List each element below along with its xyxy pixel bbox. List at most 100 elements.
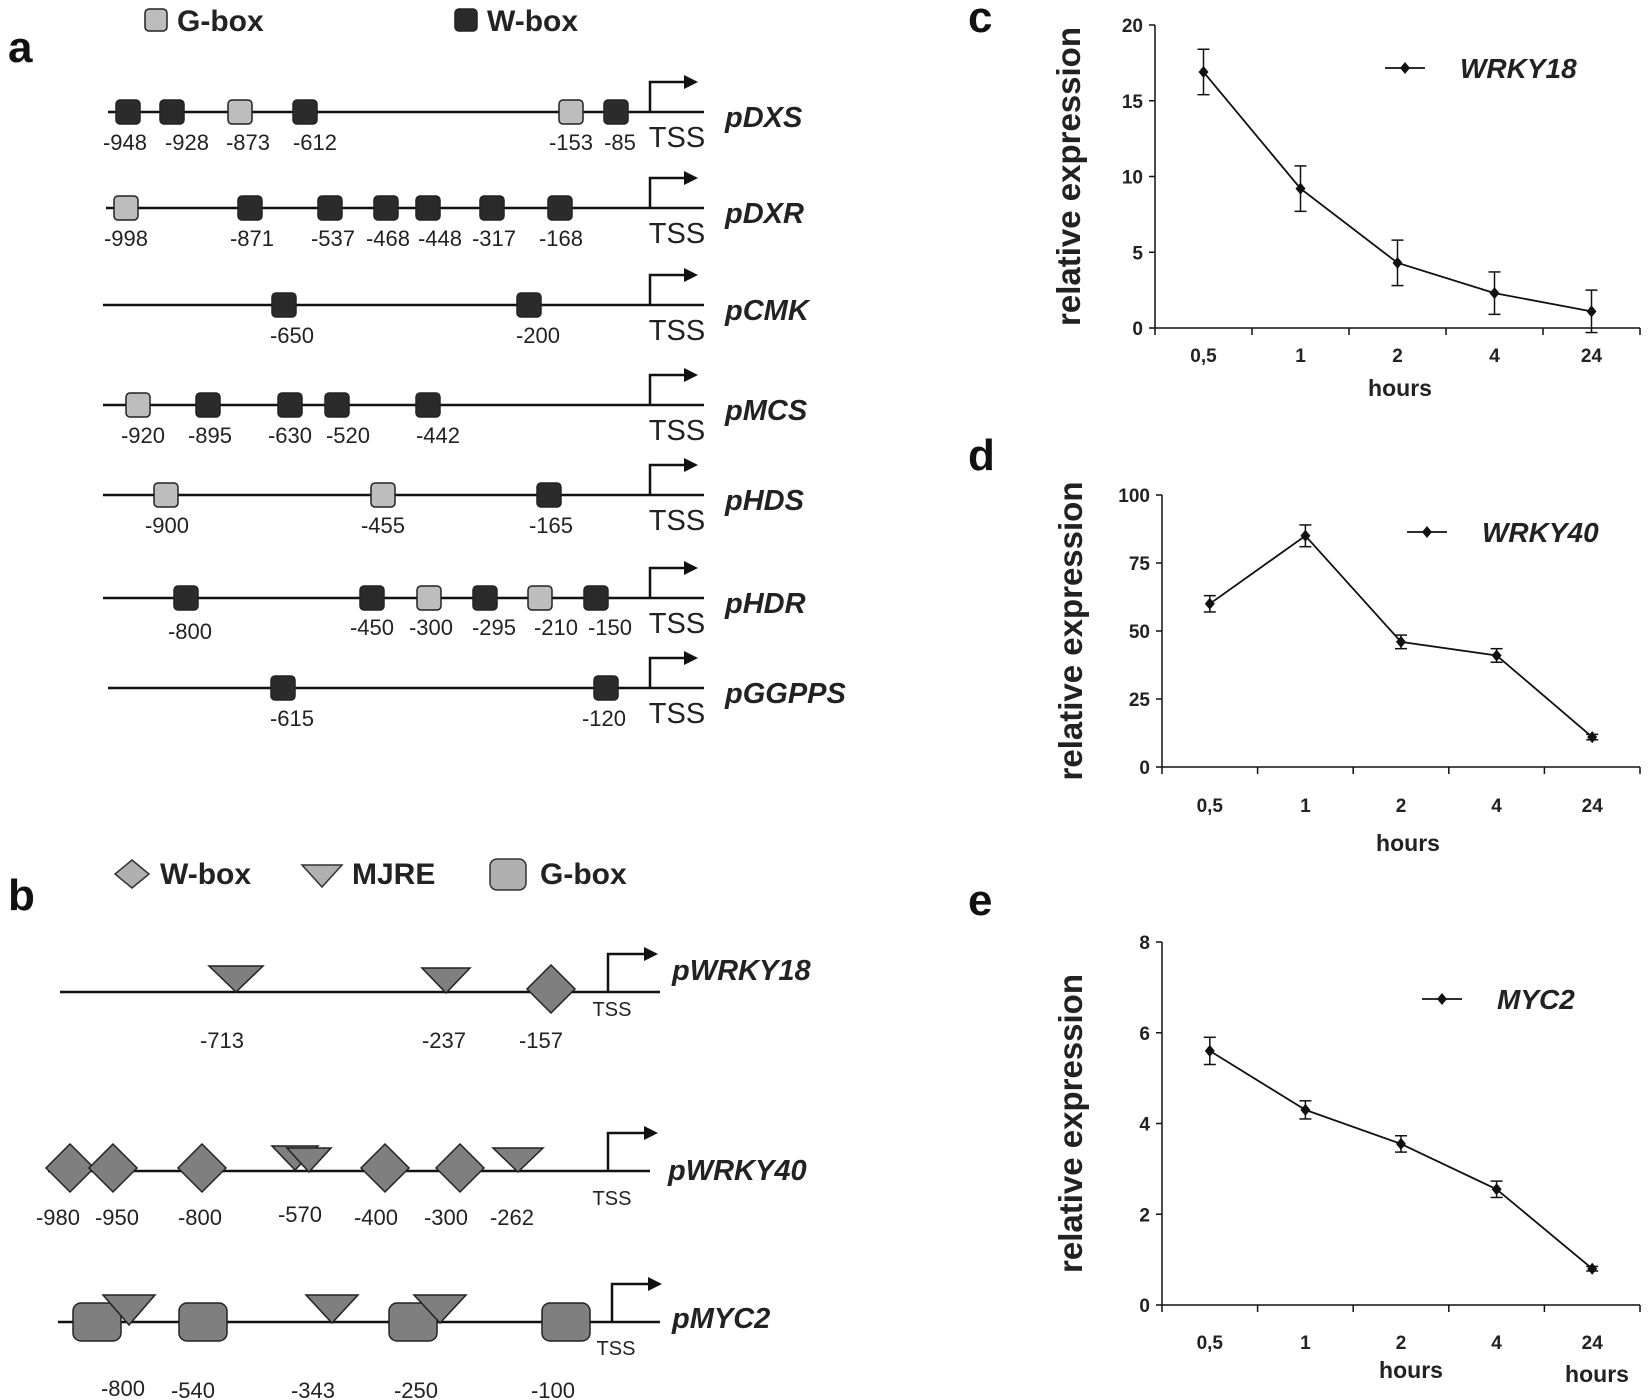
x-tick-label: 0,5: [1197, 1333, 1224, 1354]
mjre-triangle: [101, 1294, 157, 1327]
w-box-diamond: [525, 963, 577, 1015]
w-box-legend-icon: [113, 859, 151, 889]
motif-position: -615: [270, 706, 314, 731]
wbox-motif: [593, 675, 619, 701]
promoter-name: pWRKY40: [667, 1155, 807, 1187]
x-axis-title: hours: [1376, 830, 1440, 856]
x-axis-title: hours: [1368, 375, 1432, 401]
motif-position: -928: [165, 130, 209, 155]
motif-position: -150: [588, 615, 632, 640]
motif-position: -442: [416, 423, 460, 448]
wbox-motif: [173, 585, 199, 611]
g-box-rect: [72, 1302, 122, 1342]
legend-label-wbox: W-box: [160, 858, 251, 891]
g-box-rect: [388, 1302, 438, 1342]
data-point: [1396, 1137, 1406, 1150]
motif-position: -200: [516, 323, 560, 348]
mjre-triangle: [491, 1147, 545, 1174]
motif-position: -448: [418, 226, 462, 251]
arrowhead-icon: [684, 171, 698, 185]
motif-position: -800: [101, 1376, 145, 1400]
tss-arrow-icon: [648, 373, 686, 405]
x-tick-label: 2: [1396, 796, 1407, 817]
wbox-motif: [536, 482, 562, 508]
wbox-motif: [115, 99, 141, 125]
wbox-motif: [373, 195, 399, 221]
gbox-motif: [227, 99, 253, 125]
wbox-motif: [359, 585, 385, 611]
wbox-motif: [516, 292, 542, 318]
y-tick-label: 5: [1132, 243, 1143, 264]
legend-series-name: WRKY18: [1460, 53, 1577, 84]
tss-label: TSS: [597, 1338, 636, 1360]
y-axis-title: relative expression: [1050, 27, 1087, 326]
gbox-motif: [125, 392, 151, 418]
w-box-diamond: [359, 1142, 411, 1194]
y-axis-title: relative expression: [1052, 974, 1089, 1273]
w-box-diamond: [44, 1142, 96, 1194]
motif-position: -153: [549, 130, 593, 155]
promoter-name: pDXR: [724, 198, 804, 230]
motif-position: -895: [188, 423, 232, 448]
data-point: [1300, 1103, 1311, 1116]
wbox-motif: [270, 675, 296, 701]
g-box-legend-icon: [489, 858, 527, 891]
tss-label: TSS: [649, 608, 705, 640]
arrowhead-icon: [644, 947, 658, 961]
legend-label-gbox: G-box: [177, 5, 264, 38]
motif-position: -520: [326, 423, 370, 448]
panel-a-promoter-diagrams: G-box W-box TSS pDXS -948 -928 -873 -612 -153 -85…: [103, 5, 847, 731]
data-point: [1295, 182, 1306, 195]
tss-arrow-icon: [606, 1131, 646, 1171]
y-tick-label: 6: [1139, 1024, 1150, 1045]
gbox-motif: [416, 585, 442, 611]
gbox-motif: [153, 482, 179, 508]
y-tick-label: 4: [1139, 1115, 1150, 1136]
motif-position: -800: [168, 619, 212, 644]
data-point: [1396, 635, 1406, 648]
wbox-motif: [237, 195, 263, 221]
data-point: [1491, 649, 1502, 662]
wbox-motif: [277, 392, 303, 418]
wbox-motif: [603, 99, 629, 125]
data-point: [1587, 731, 1598, 744]
gbox-motif: [558, 99, 584, 125]
wbox-motif: [472, 585, 498, 611]
data-point: [1198, 65, 1209, 78]
y-tick-label: 10: [1122, 168, 1143, 189]
data-point: [1204, 597, 1215, 610]
arrowhead-icon: [684, 561, 698, 575]
motif-position: -317: [472, 226, 516, 251]
promoter-name: pWRKY18: [671, 955, 811, 987]
y-tick-label: 0: [1132, 319, 1143, 340]
tss-arrow-icon: [648, 273, 686, 305]
y-tick-label: 0: [1139, 758, 1150, 779]
panel-letter-b: b: [8, 871, 35, 920]
series-line: [1209, 1050, 1593, 1270]
tss-arrow-icon: [606, 952, 646, 992]
x-tick-label: 24: [1582, 796, 1604, 817]
motif-position: -100: [531, 1378, 575, 1400]
motif-position: -980: [36, 1205, 80, 1230]
legend-series-name: WRKY40: [1482, 517, 1599, 548]
motif-position: -250: [394, 1378, 438, 1400]
motif-position: -900: [145, 513, 189, 538]
wbox-motif: [292, 99, 318, 125]
motif-position: -540: [171, 1378, 215, 1400]
motif-position: -630: [268, 423, 312, 448]
motif-position: -455: [361, 513, 405, 538]
tss-arrow-icon: [648, 566, 686, 598]
tss-arrow-icon: [648, 463, 686, 495]
x-tick-label: 4: [1489, 346, 1500, 367]
promoter-name: pMYC2: [671, 1303, 770, 1335]
mjre-triangle: [207, 965, 265, 994]
tss-arrow-icon: [648, 176, 686, 208]
wbox-motif: [195, 392, 221, 418]
gbox-motif: [370, 482, 396, 508]
motif-position: -295: [472, 615, 516, 640]
y-tick-label: 8: [1139, 933, 1150, 954]
wbox-motif: [479, 195, 505, 221]
legend-label-mjre: MJRE: [352, 858, 435, 891]
mjre-triangle: [285, 1147, 333, 1174]
